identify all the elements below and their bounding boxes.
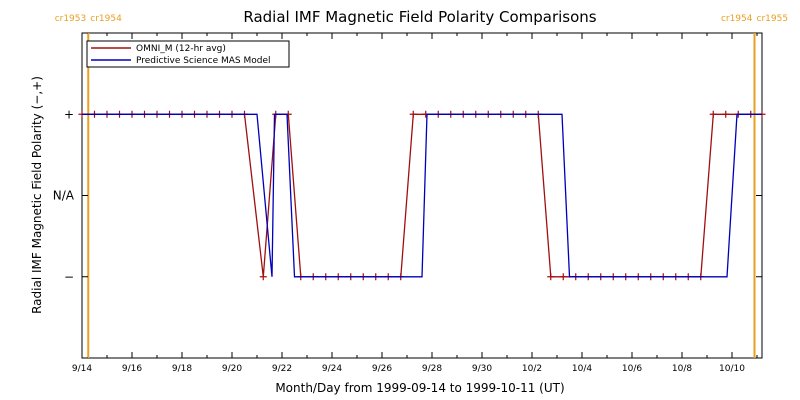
omni-data-point bbox=[259, 273, 267, 281]
x-tick-label: 9/26 bbox=[372, 364, 392, 374]
omni-data-point bbox=[409, 110, 417, 118]
x-axis-label: Month/Day from 1999-09-14 to 1999-10-11 … bbox=[275, 381, 564, 395]
carrington-label-left: cr1954 bbox=[721, 14, 753, 24]
carrington-label-right: cr1955 bbox=[757, 14, 789, 24]
y-tick-label: N/A bbox=[53, 189, 75, 203]
legend-label-omni: OMNI_M (12-hr avg) bbox=[136, 44, 226, 54]
omni-data-point bbox=[559, 273, 567, 281]
x-tick-label: 9/22 bbox=[272, 364, 292, 374]
y-ticks: + N/A − bbox=[53, 32, 762, 359]
series-lines bbox=[78, 110, 766, 281]
omni-series-line bbox=[82, 113, 762, 278]
x-tick-label: 10/6 bbox=[622, 364, 642, 374]
x-tick-label: 9/28 bbox=[422, 364, 442, 374]
x-tick-label: 9/14 bbox=[72, 364, 92, 374]
y-axis-label: Radial IMF Magnetic Field Polarity (−,+) bbox=[30, 76, 44, 314]
x-ticks: 9/14 9/16 9/18 9/20 9/22 9/24 9/26 9/28 9/30 10/2… bbox=[72, 33, 758, 374]
x-tick-label: 9/20 bbox=[222, 364, 242, 374]
omni-data-point bbox=[709, 110, 717, 118]
y-tick-label: − bbox=[64, 270, 74, 284]
carrington-label-right: cr1954 bbox=[90, 14, 122, 24]
x-tick-label: 9/18 bbox=[172, 364, 192, 374]
x-tick-label: 10/2 bbox=[522, 364, 542, 374]
legend-box bbox=[86, 40, 290, 68]
chart-title: Radial IMF Magnetic Field Polarity Compa… bbox=[243, 8, 596, 26]
omni-data-point bbox=[547, 273, 555, 281]
carrington-label-left: cr1953 bbox=[55, 14, 87, 24]
x-tick-label: 9/30 bbox=[472, 364, 492, 374]
legend-label-mas: Predictive Science MAS Model bbox=[136, 56, 271, 66]
legend: OMNI_M (12-hr avg) Predictive Science MA… bbox=[86, 40, 290, 68]
x-tick-label: 9/24 bbox=[322, 364, 342, 374]
omni-data-point bbox=[722, 110, 730, 118]
x-tick-label: 9/16 bbox=[122, 364, 142, 374]
y-tick-label: + bbox=[64, 107, 74, 121]
carrington-markers: cr1953 cr1954 cr1954 cr1955 bbox=[55, 14, 788, 358]
x-tick-label: 10/10 bbox=[719, 364, 745, 374]
x-tick-label: 10/4 bbox=[572, 364, 592, 374]
mas-series-line bbox=[82, 113, 762, 278]
x-tick-label: 10/8 bbox=[672, 364, 692, 374]
plot-frame bbox=[81, 32, 763, 359]
